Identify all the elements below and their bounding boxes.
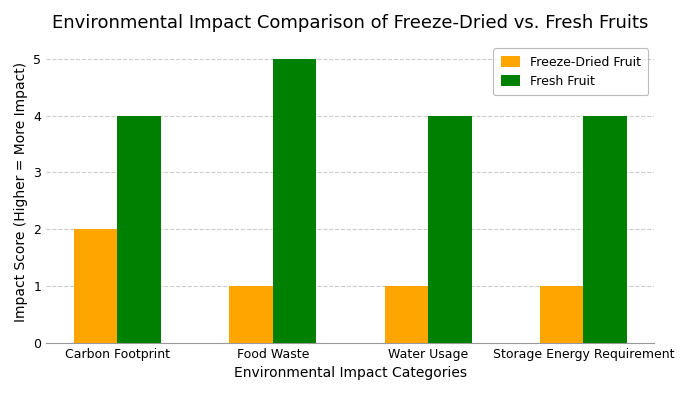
Bar [583,115,627,343]
Legend: Freeze-Dried Fruit, Fresh Fruit: Freeze-Dried Fruit, Fresh Fruit [493,48,648,95]
Y-axis label: Impact Score (Higher = More Impact): Impact Score (Higher = More Impact) [14,62,28,322]
Bar [229,286,273,343]
Bar [385,286,428,343]
X-axis label: Environmental Impact Categories: Environmental Impact Categories [234,366,467,380]
Title: Environmental Impact Comparison of Freeze-Dried vs. Fresh Fruits: Environmental Impact Comparison of Freez… [52,14,649,32]
Bar [118,115,161,343]
Bar [540,286,583,343]
Bar [273,59,316,343]
Bar [428,115,471,343]
Bar [74,229,118,343]
